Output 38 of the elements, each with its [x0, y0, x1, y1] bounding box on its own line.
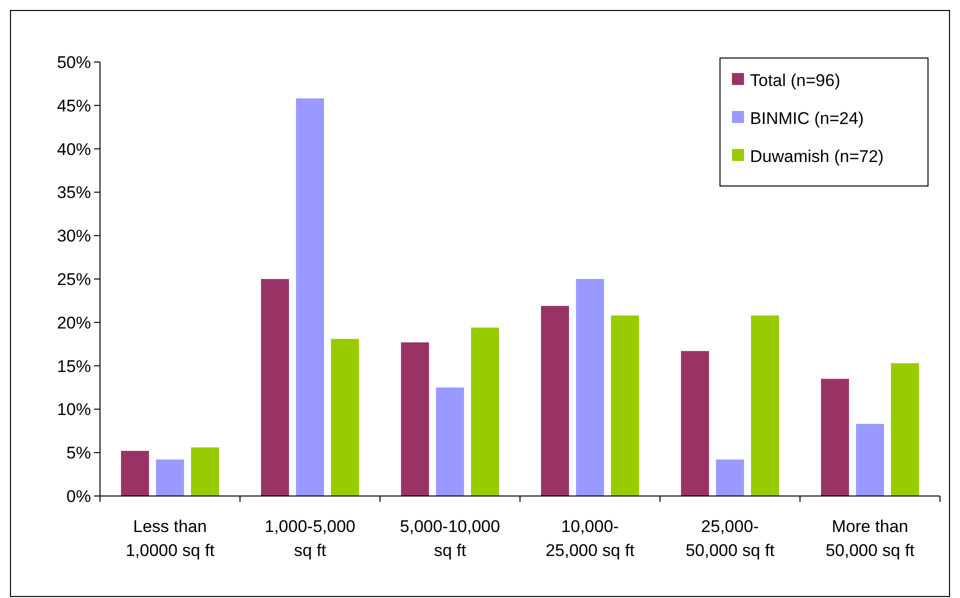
bar	[751, 315, 779, 496]
y-tick-label: 0%	[66, 486, 91, 506]
bar	[541, 306, 569, 496]
x-tick-label: 1,000-5,000 sq ft	[264, 517, 356, 560]
bar	[121, 450, 149, 496]
x-tick-label: More than 50,000 sq ft	[826, 517, 915, 560]
y-tick-label: 50%	[56, 52, 91, 72]
bar	[296, 98, 324, 496]
y-tick-label: 25%	[56, 270, 91, 289]
bar	[471, 328, 499, 496]
bar	[191, 447, 219, 496]
bar	[891, 363, 919, 496]
y-tick-label: 15%	[56, 356, 91, 376]
y-tick-label: 5%	[66, 444, 91, 463]
bar	[716, 460, 744, 496]
x-tick-label: 5,000-10,000 sq ft	[400, 517, 500, 560]
bar	[821, 378, 849, 496]
y-tick-label: 35%	[56, 183, 91, 202]
legend-label: Total (n=96)	[750, 70, 840, 90]
y-tick-label: 40%	[56, 140, 91, 159]
bar	[856, 424, 884, 496]
bar	[401, 342, 429, 496]
bar	[681, 351, 709, 496]
bar	[436, 388, 464, 496]
y-tick-label: 10%	[56, 400, 91, 420]
bar	[576, 279, 604, 496]
bar	[611, 315, 639, 496]
legend-label: Duwamish (n=72)	[750, 146, 884, 166]
legend-label: BINMIC (n=24)	[750, 108, 864, 128]
x-tick-label: 10,000-25,000 sq ft	[546, 517, 635, 560]
bar	[261, 279, 289, 496]
x-tick-label: 25,000-50,000 sq ft	[686, 517, 775, 560]
bar	[156, 460, 184, 496]
y-tick-label: 45%	[56, 96, 91, 116]
y-tick-label: 30%	[56, 226, 91, 246]
y-tick-label: 20%	[56, 313, 91, 332]
bar	[331, 338, 359, 496]
x-tick-label: Less than 1,0000 sq ft	[126, 517, 215, 560]
